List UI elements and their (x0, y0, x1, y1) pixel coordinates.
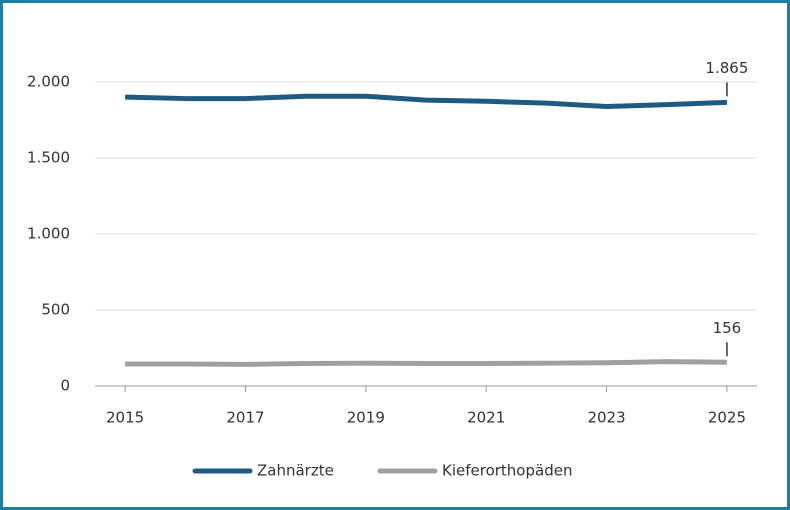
x-tick-label: 2021 (467, 409, 505, 427)
x-tick-label: 2025 (708, 409, 746, 427)
legend-label: Kieferorthopäden (442, 462, 572, 480)
legend-label: Zahnärzte (257, 462, 334, 480)
y-tick-label: 0 (60, 377, 70, 395)
y-tick-label: 2.000 (27, 72, 70, 90)
line (125, 93, 728, 109)
y-tick-label: 1.000 (27, 224, 70, 242)
line (125, 359, 727, 367)
data-label: 1.865 (705, 59, 748, 77)
x-tick-label: 2023 (587, 409, 625, 427)
data-label: 156 (713, 319, 742, 337)
y-tick-label: 1.500 (27, 148, 70, 166)
x-tick-label: 2019 (347, 409, 385, 427)
y-tick-label: 500 (41, 300, 70, 318)
x-tick-label: 2015 (106, 409, 144, 427)
x-tick-label: 2017 (226, 409, 264, 427)
